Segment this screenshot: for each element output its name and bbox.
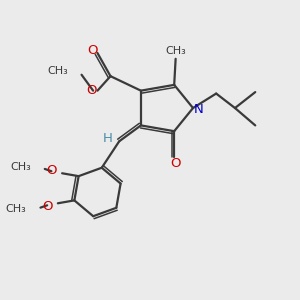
Text: N: N — [193, 103, 203, 116]
Text: O: O — [47, 164, 57, 177]
Text: CH₃: CH₃ — [6, 204, 27, 214]
Text: H: H — [103, 133, 113, 146]
Text: O: O — [170, 157, 181, 170]
Text: O: O — [86, 84, 96, 97]
Text: CH₃: CH₃ — [165, 46, 186, 56]
Text: O: O — [43, 200, 53, 213]
Text: CH₃: CH₃ — [48, 66, 68, 76]
Text: CH₃: CH₃ — [10, 163, 31, 172]
Text: O: O — [87, 44, 98, 57]
